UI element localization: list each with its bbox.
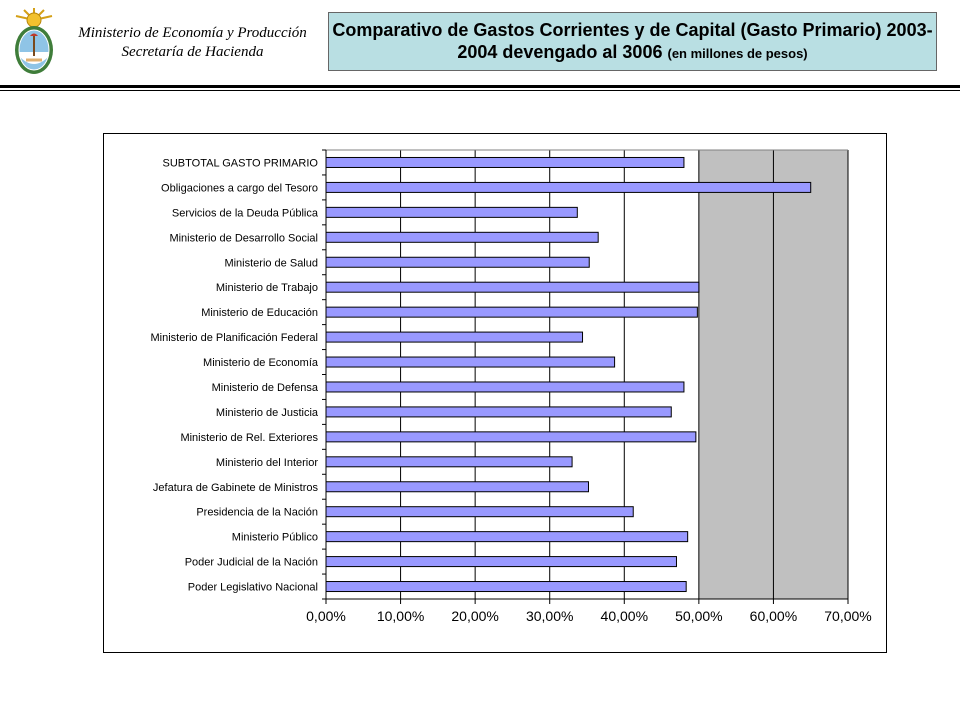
x-tick-label: 30,00% (526, 608, 573, 624)
category-label: Ministerio del Interior (216, 457, 318, 469)
header-divider-thin (0, 90, 960, 91)
page-title-main: Comparativo de Gastos Corrientes y de Ca… (332, 20, 933, 62)
bar (325, 281, 700, 293)
category-label: Obligaciones a cargo del Tesoro (161, 182, 318, 194)
category-label: Ministerio de Economía (203, 357, 319, 369)
category-label: Poder Judicial de la Nación (185, 557, 318, 569)
ministry-name: Ministerio de Economía y Producción Secr… (60, 24, 325, 62)
header-logo-area: Ministerio de Economía y Producción Secr… (0, 0, 325, 80)
national-coat-of-arms-icon (15, 8, 53, 74)
x-tick-label: 60,00% (750, 608, 797, 624)
category-label: Ministerio Público (232, 532, 318, 544)
category-label: Ministerio de Educación (201, 307, 318, 319)
bar (325, 406, 672, 418)
bar-chart: SUBTOTAL GASTO PRIMARIO Obligaciones a ca… (150, 149, 872, 624)
bar (325, 306, 698, 318)
category-label: Ministerio de Defensa (212, 382, 319, 394)
category-label: Jefatura de Gabinete de Ministros (153, 482, 319, 494)
ministry-line-2: Secretaría de Hacienda (121, 44, 264, 60)
x-tick-label: 40,00% (601, 608, 648, 624)
x-tick-label: 0,00% (306, 608, 346, 624)
category-label: Ministerio de Planificación Federal (150, 332, 318, 344)
bar (325, 581, 687, 593)
category-label: Poder Legislativo Nacional (188, 582, 318, 594)
ministry-line-1: Ministerio de Economía y Producción (78, 25, 307, 41)
header-divider (0, 85, 960, 88)
bar (325, 181, 812, 193)
category-label: Ministerio de Salud (224, 257, 318, 269)
x-tick-label: 20,00% (451, 608, 498, 624)
bar (325, 331, 584, 343)
category-label: Ministerio de Desarrollo Social (169, 232, 318, 244)
bar (325, 356, 616, 368)
bar (325, 556, 677, 568)
bar (325, 506, 634, 518)
category-label: SUBTOTAL GASTO PRIMARIO (163, 157, 319, 169)
category-label: Ministerio de Rel. Exteriores (180, 432, 318, 444)
bar (325, 206, 578, 218)
bar (325, 481, 589, 493)
bar (325, 531, 689, 543)
bar (325, 431, 697, 443)
category-label: Servicios de la Deuda Pública (172, 207, 319, 219)
bar (325, 256, 590, 268)
chart-area: SUBTOTAL GASTO PRIMARIO Obligaciones a ca… (103, 133, 887, 653)
category-label: Presidencia de la Nación (196, 507, 318, 519)
x-tick-label: 70,00% (824, 608, 871, 624)
category-label: Ministerio de Trabajo (216, 282, 318, 294)
page-title-unit: (en millones de pesos) (667, 46, 808, 61)
bar (325, 156, 685, 168)
x-tick-label: 10,00% (377, 608, 424, 624)
bar (325, 381, 685, 393)
x-tick-label: 50,00% (675, 608, 722, 624)
category-label: Ministerio de Justicia (216, 407, 319, 419)
bar (325, 456, 573, 468)
page-title: Comparativo de Gastos Corrientes y de Ca… (328, 12, 937, 71)
bar (325, 231, 599, 243)
